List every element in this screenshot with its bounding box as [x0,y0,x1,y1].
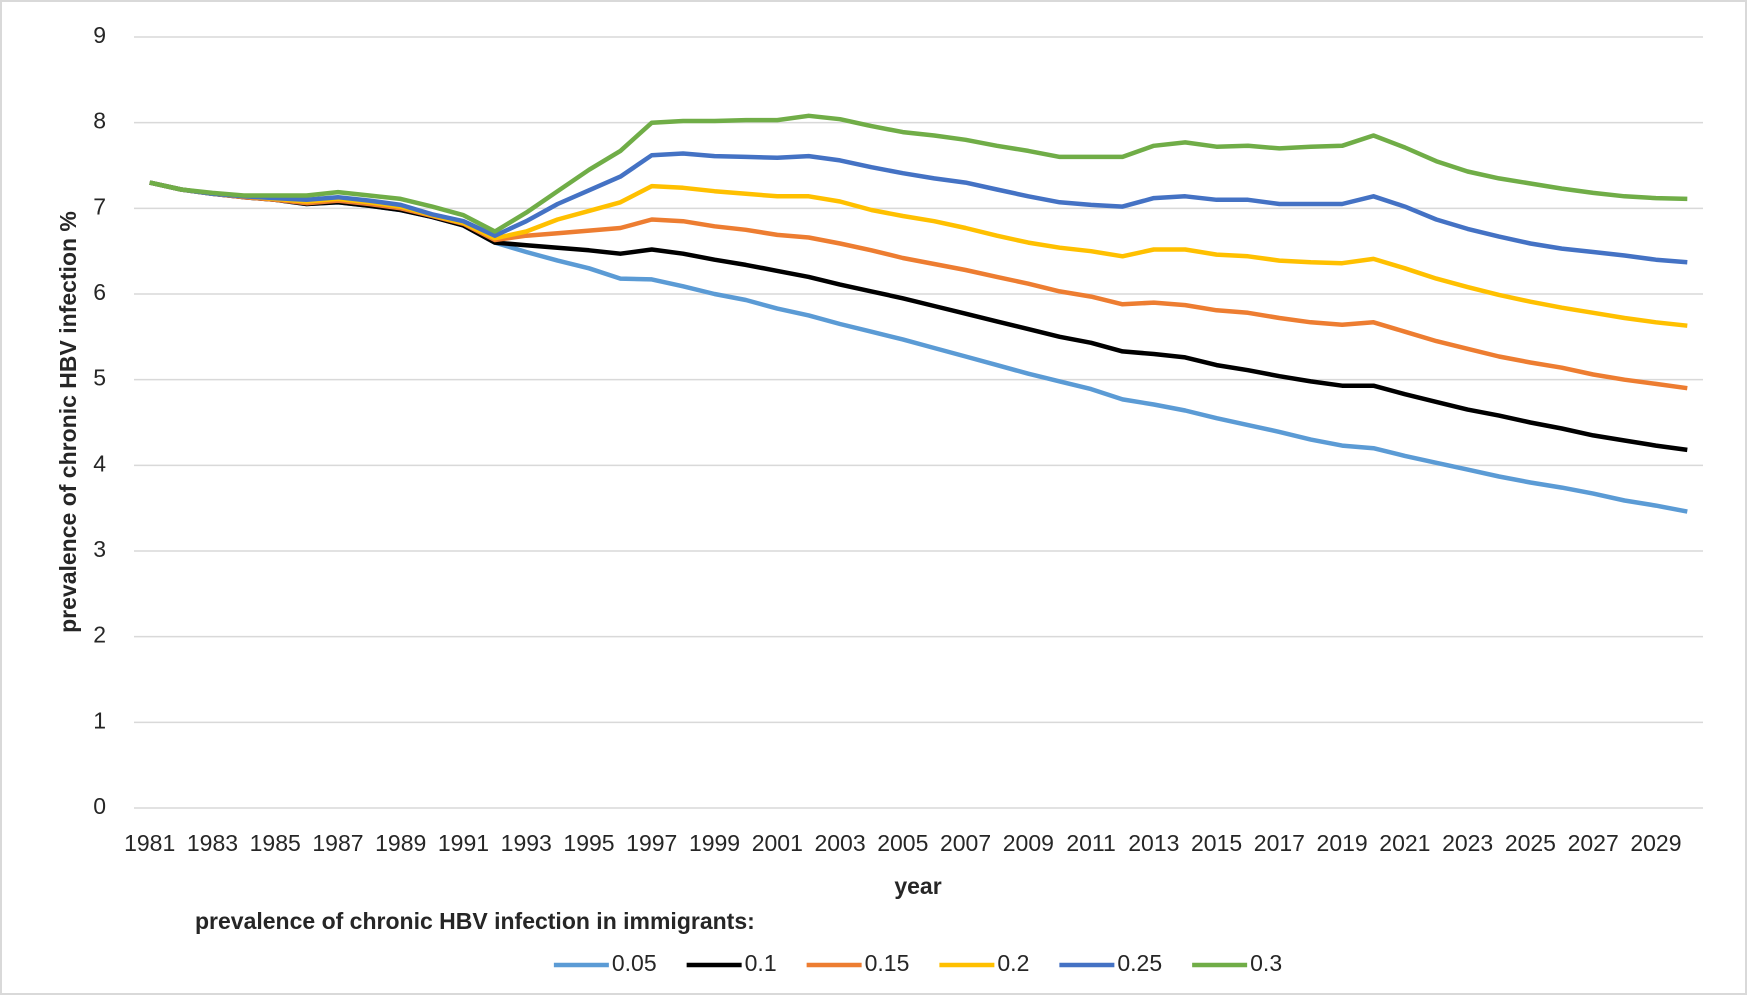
y-tick-label: 2 [93,622,106,648]
y-tick-label: 6 [93,279,106,305]
y-tick-label: 5 [93,365,106,391]
x-tick-label: 1983 [187,830,238,856]
x-tick-label: 2011 [1066,830,1115,856]
legend-label: 0.15 [865,950,910,976]
x-tick-label: 1981 [124,830,175,856]
x-tick-label: 2017 [1254,830,1305,856]
x-tick-label: 2003 [814,830,865,856]
series-line [149,113,1688,234]
x-tick-label: 1987 [312,830,363,856]
x-tick-label: 2021 [1379,830,1430,856]
x-tick-label: 1995 [563,830,614,856]
x-axis-title: year [894,873,941,899]
legend-label: 0.05 [612,950,657,976]
x-tick-label: 2013 [1128,830,1179,856]
x-tick-label: 2001 [752,830,803,856]
x-tick-label: 2015 [1191,830,1242,856]
legend-label: 0.2 [997,950,1029,976]
y-axis-title: prevalence of chronic HBV infection % [55,211,81,633]
x-tick-label: 1999 [689,830,740,856]
x-tick-label: 1985 [250,830,301,856]
x-tick-label: 1989 [375,830,426,856]
legend-title: prevalence of chronic HBV infection in i… [195,908,755,934]
x-tick-label: 1993 [501,830,552,856]
x-tick-label: 2005 [877,830,928,856]
y-tick-label: 7 [93,193,106,219]
y-tick-label: 1 [93,707,106,733]
x-tick-label: 1997 [626,830,677,856]
legend-label: 0.1 [745,950,777,976]
x-tick-label: 2029 [1630,830,1681,856]
legend-label: 0.25 [1117,950,1162,976]
y-tick-label: 9 [93,22,106,48]
x-tick-label: 2009 [1003,830,1054,856]
y-tick-label: 3 [93,536,106,562]
y-tick-label: 8 [93,108,106,134]
y-tick-label: 4 [93,450,106,476]
legend-label: 0.3 [1250,950,1282,976]
x-tick-label: 2025 [1505,830,1556,856]
x-tick-label: 2019 [1317,830,1368,856]
x-tick-label: 2023 [1442,830,1493,856]
x-tick-label: 2027 [1568,830,1619,856]
x-tick-label: 2007 [940,830,991,856]
x-tick-label: 1991 [438,830,489,856]
y-tick-label: 0 [93,793,106,819]
series-line [149,151,1688,265]
